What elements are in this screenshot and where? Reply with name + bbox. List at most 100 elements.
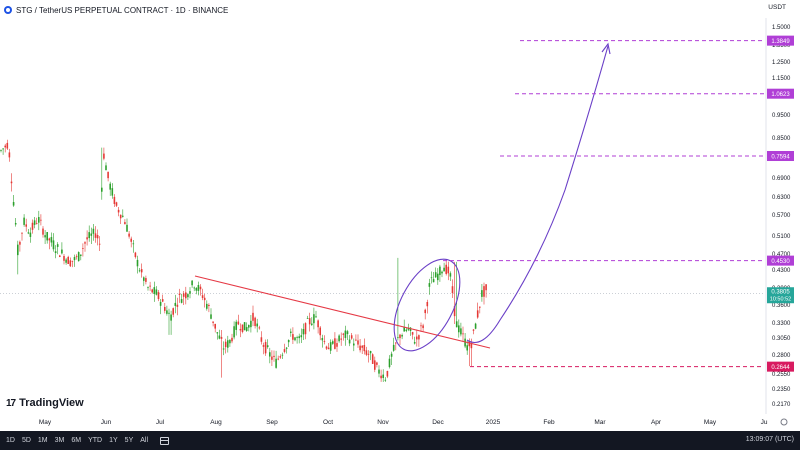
candle-body [48,238,51,241]
candle-body [290,331,292,333]
timeframe-all[interactable]: All [140,437,149,444]
candle-body [241,324,244,332]
candle-body [90,233,93,236]
candle-body [266,345,269,348]
tradingview-logo[interactable]: 17 TradingView [6,397,84,409]
candle-body [31,222,34,230]
candle-body [23,217,25,225]
candle-body [119,214,122,219]
candle-body [145,278,147,282]
candle-countdown-label: 10:50:52 [770,297,791,303]
candle-body [124,222,126,225]
candle-body [71,260,74,262]
candle-body [65,259,67,263]
timeframe-1m[interactable]: 1M [37,437,48,444]
candle-body [210,314,212,319]
candle-body [413,342,416,344]
candle-body [52,240,55,250]
candle-body [54,251,57,254]
stg-logo-icon [4,6,12,14]
candle-body [130,238,132,242]
candle-body [363,345,366,352]
candle-body [485,284,487,291]
candle-body [371,354,374,364]
timeframe-5d[interactable]: 5D [21,437,31,444]
candle-body [277,358,279,360]
candle-body [285,347,288,349]
timeframe-ytd[interactable]: YTD [88,437,103,444]
candle-body [472,329,475,331]
currency-label[interactable]: USDT [768,4,786,11]
candle-body [300,335,303,338]
candle-body [212,321,214,323]
y-tick-label: 0.2350 [772,387,791,393]
candle-body [42,228,44,235]
candle-body [134,252,137,258]
y-tick-label: 1.5000 [772,25,791,31]
candle-body [73,257,76,261]
candle-body [287,340,290,343]
timeframe-6m[interactable]: 6M [71,437,82,444]
x-tick-label: May [704,419,717,426]
candle-body [357,340,359,345]
utc-clock[interactable]: 13:09:07 (UTC) [745,436,794,443]
price-chart[interactable]: 1.50001.35001.25001.15001.05000.95000.85… [0,0,800,431]
candle-body [264,342,267,354]
candle-body [407,327,410,330]
y-tick-label: 1.1500 [772,76,791,82]
timeframe-5y[interactable]: 5Y [124,437,134,444]
candle-body [189,291,191,294]
candle-body [218,335,221,339]
candle-body [216,332,219,334]
candle-body [447,266,450,274]
candle-body [437,273,439,281]
candle-body [14,222,17,225]
candle-body [365,350,368,355]
timeframe-3m[interactable]: 3M [54,437,65,444]
candle-body [271,356,273,360]
x-tick-label: Nov [377,419,389,426]
candle-body [422,325,424,329]
candle-body [405,329,408,332]
candle-body [294,337,296,341]
y-tick-label: 0.2800 [772,353,791,359]
calendar-range-icon[interactable] [160,436,170,445]
candle-body [386,370,389,377]
timeframe-1y[interactable]: 1Y [109,437,118,444]
projection-arrowhead [601,42,611,55]
candle-body [336,343,338,347]
candle-body [409,327,412,331]
candle-body [382,374,384,378]
candle-body [283,349,286,352]
x-tick-label: Aug [210,419,222,426]
candle-body [325,346,328,349]
candle-body [220,336,223,339]
candle-body [214,323,216,329]
candle-body [292,334,294,340]
candle-body [281,354,284,356]
candle-body [464,338,466,347]
y-tick-label: 0.3050 [772,336,791,342]
candle-body [126,224,128,232]
x-tick-label: Apr [651,419,662,426]
candle-body [8,152,11,158]
timeframe-1d[interactable]: 1D [6,437,15,444]
candle-body [348,339,351,344]
candle-body [168,312,170,314]
level-price-label: 0.7594 [771,155,790,161]
candle-body [61,249,63,254]
candle-body [182,293,185,297]
candle-body [250,320,252,328]
candle-body [109,183,111,190]
candle-body [245,327,248,331]
candle-body [92,228,95,234]
candle-body [180,299,183,303]
candle-body [262,345,265,347]
candle-body [430,277,433,279]
candle-body [115,202,118,206]
candle-body [481,290,483,297]
candle-body [151,289,153,293]
candle-body [462,333,464,335]
candle-body [153,287,156,294]
candle-body [388,358,391,368]
